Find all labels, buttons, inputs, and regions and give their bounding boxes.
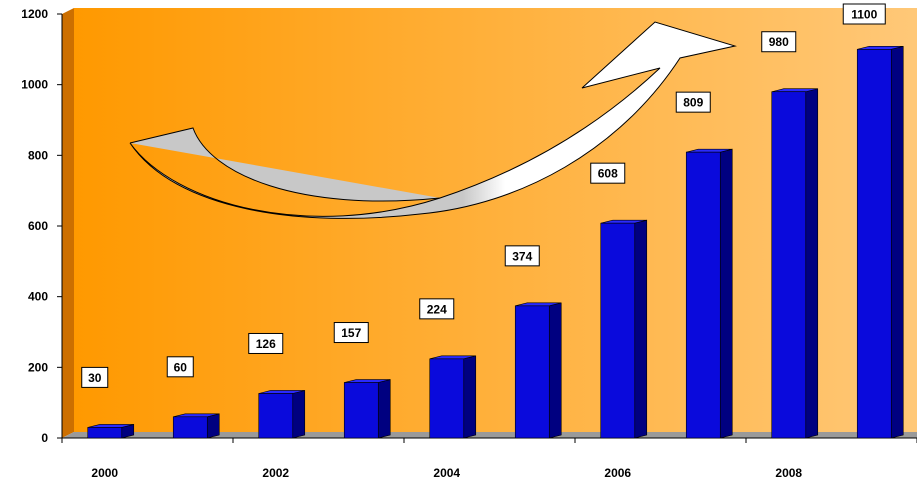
y-axis-ticks: 0 200 400 600 800 1000 1200 — [21, 7, 62, 445]
data-label-text: 126 — [256, 337, 276, 351]
x-tick-label: 2000 — [91, 466, 118, 480]
data-label-box — [166, 356, 194, 378]
data-label: 157 — [333, 322, 369, 344]
bar-side — [292, 390, 306, 439]
data-label: 224 — [419, 298, 455, 320]
data-label-text: 809 — [683, 96, 703, 110]
data-label: 608 — [590, 162, 626, 184]
data-label-box — [81, 366, 109, 388]
data-label-box — [248, 332, 284, 354]
data-label-box — [761, 31, 797, 53]
x-tick-label: 2002 — [262, 466, 289, 480]
y-tick-label: 1000 — [21, 78, 48, 92]
data-labels-group: 30 60 126 157 224 374 608 809 980 1100 — [81, 3, 886, 388]
data-label-text: 608 — [598, 167, 618, 181]
data-label: 60 — [166, 356, 194, 378]
bar-2007 — [685, 148, 733, 439]
y-tick-label: 1200 — [21, 7, 48, 21]
y-tick-label: 600 — [28, 219, 48, 233]
bar-side — [377, 379, 391, 439]
x-tick-label: 2008 — [775, 466, 802, 480]
bar-front — [514, 305, 550, 439]
data-label: 1100 — [842, 3, 886, 25]
bar-side — [548, 302, 562, 439]
bar-front — [771, 91, 807, 439]
data-label-text: 980 — [769, 35, 789, 49]
bar-2002 — [258, 390, 306, 439]
data-label-box — [675, 91, 711, 113]
bar-2008 — [771, 88, 819, 439]
bar-2004 — [429, 355, 477, 439]
bar-side — [805, 88, 819, 439]
data-label-box — [590, 162, 626, 184]
data-label-text: 60 — [174, 360, 188, 374]
bar-front — [685, 151, 721, 439]
data-label: 809 — [675, 91, 711, 113]
bar-2003 — [343, 379, 391, 439]
bar-front — [856, 49, 892, 439]
data-label: 30 — [81, 366, 109, 388]
bar-front — [600, 222, 636, 439]
bars-group — [87, 45, 904, 439]
data-label: 126 — [248, 332, 284, 354]
bar-side — [719, 148, 733, 439]
data-label-box — [419, 298, 455, 320]
bar-front — [172, 416, 208, 439]
data-label-text: 374 — [512, 249, 532, 263]
plot-side-wall — [62, 8, 74, 438]
data-label: 980 — [761, 31, 797, 53]
bar-2001 — [172, 413, 220, 439]
data-label-box — [333, 322, 369, 344]
x-tick-label: 2004 — [433, 466, 460, 480]
y-tick-label: 0 — [41, 431, 48, 445]
data-label: 374 — [504, 245, 540, 267]
curved-arrow — [129, 21, 737, 219]
y-tick-label: 800 — [28, 148, 48, 162]
bar-side — [206, 413, 220, 439]
data-label-text: 224 — [427, 302, 447, 316]
data-label-box — [504, 245, 540, 267]
bar-front — [258, 393, 294, 439]
bar-side — [890, 45, 904, 439]
bar-front — [429, 358, 465, 439]
curved-arrow-tail-edge — [129, 127, 441, 202]
data-label-text: 157 — [341, 326, 361, 340]
bar-2009 — [856, 45, 904, 439]
bar-front — [87, 427, 123, 439]
bar-side — [463, 355, 477, 439]
bar-2005 — [514, 302, 562, 439]
data-label-box — [842, 3, 886, 25]
x-axis-ticks: 2000 2002 2004 2006 2008 — [61, 438, 917, 480]
bar-front — [343, 382, 379, 439]
bar-2006 — [600, 219, 648, 439]
bar-side — [634, 219, 648, 439]
x-tick-label: 2006 — [604, 466, 631, 480]
bar-2000 — [87, 424, 135, 439]
data-label-text: 30 — [88, 371, 102, 385]
y-tick-label: 400 — [28, 290, 48, 304]
y-tick-label: 200 — [28, 360, 48, 374]
data-label-text: 1100 — [851, 8, 877, 22]
